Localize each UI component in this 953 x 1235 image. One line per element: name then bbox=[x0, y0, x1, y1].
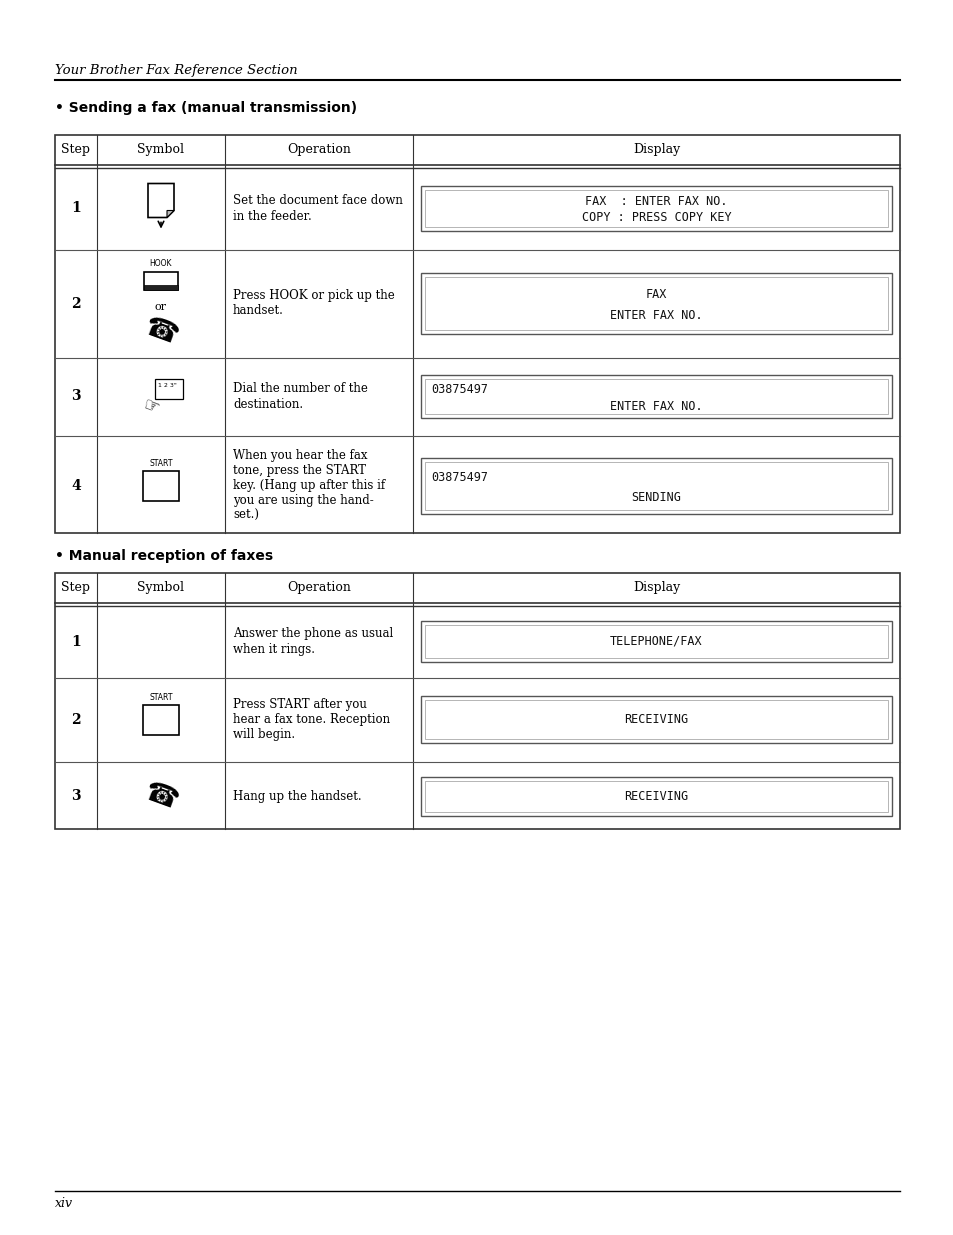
Text: Operation: Operation bbox=[287, 582, 351, 594]
Text: or: or bbox=[154, 303, 167, 312]
Text: Press START after you
hear a fax tone. Reception
will begin.: Press START after you hear a fax tone. R… bbox=[233, 698, 390, 741]
Text: Symbol: Symbol bbox=[137, 582, 184, 594]
Polygon shape bbox=[167, 210, 173, 217]
Text: xiv: xiv bbox=[55, 1197, 73, 1210]
Bar bbox=[424, 278, 887, 330]
Text: SENDING: SENDING bbox=[631, 492, 680, 504]
Bar bbox=[420, 777, 891, 816]
Text: 1: 1 bbox=[71, 201, 81, 215]
Text: START: START bbox=[149, 458, 172, 468]
Bar bbox=[143, 704, 179, 735]
Text: HOOK: HOOK bbox=[150, 258, 172, 268]
Text: Symbol: Symbol bbox=[137, 143, 184, 157]
Bar bbox=[55, 135, 899, 534]
Text: 4: 4 bbox=[71, 478, 81, 493]
Bar bbox=[424, 700, 887, 739]
Text: Operation: Operation bbox=[287, 143, 351, 157]
Text: Set the document face down
in the feeder.: Set the document face down in the feeder… bbox=[233, 194, 402, 222]
Text: ☞: ☞ bbox=[140, 395, 161, 417]
Text: When you hear the fax
tone, press the START
key. (Hang up after this if
you are : When you hear the fax tone, press the ST… bbox=[233, 450, 385, 522]
Bar bbox=[424, 189, 887, 227]
Text: Step: Step bbox=[61, 143, 91, 157]
Text: ENTER FAX NO.: ENTER FAX NO. bbox=[610, 400, 702, 412]
Text: Press HOOK or pick up the
handset.: Press HOOK or pick up the handset. bbox=[233, 289, 395, 317]
Bar bbox=[420, 457, 891, 514]
Text: ☎: ☎ bbox=[140, 312, 182, 351]
Bar bbox=[143, 471, 179, 500]
Text: • Sending a fax (manual transmission): • Sending a fax (manual transmission) bbox=[55, 101, 356, 115]
Text: Hang up the handset.: Hang up the handset. bbox=[233, 790, 361, 803]
Text: Display: Display bbox=[632, 143, 679, 157]
Bar bbox=[424, 625, 887, 658]
Text: 03875497: 03875497 bbox=[431, 383, 488, 396]
Text: 2: 2 bbox=[71, 296, 81, 310]
Text: 03875497: 03875497 bbox=[431, 471, 488, 484]
Text: 3: 3 bbox=[71, 389, 81, 404]
Bar bbox=[420, 185, 891, 231]
Text: FAX: FAX bbox=[645, 288, 666, 301]
Bar bbox=[420, 273, 891, 333]
Bar bbox=[424, 462, 887, 510]
Text: • Manual reception of faxes: • Manual reception of faxes bbox=[55, 550, 273, 563]
Text: ☎: ☎ bbox=[140, 777, 182, 815]
Text: Your Brother Fax Reference Section: Your Brother Fax Reference Section bbox=[55, 64, 297, 77]
Bar bbox=[420, 621, 891, 662]
Text: Step: Step bbox=[61, 582, 91, 594]
Text: FAX  : ENTER FAX NO.: FAX : ENTER FAX NO. bbox=[584, 195, 727, 209]
Bar bbox=[144, 284, 178, 289]
Text: Dial the number of the
destination.: Dial the number of the destination. bbox=[233, 383, 368, 410]
Text: COPY : PRESS COPY KEY: COPY : PRESS COPY KEY bbox=[581, 211, 731, 225]
Bar bbox=[154, 378, 183, 399]
Bar bbox=[144, 272, 178, 289]
Text: Display: Display bbox=[632, 582, 679, 594]
Bar bbox=[55, 573, 899, 829]
Text: 2: 2 bbox=[71, 713, 81, 726]
Bar bbox=[424, 781, 887, 813]
Text: 1 2 3": 1 2 3" bbox=[158, 383, 177, 388]
Bar bbox=[420, 697, 891, 743]
Text: TELEPHONE/FAX: TELEPHONE/FAX bbox=[610, 635, 702, 648]
Bar bbox=[420, 374, 891, 419]
Text: ENTER FAX NO.: ENTER FAX NO. bbox=[610, 309, 702, 322]
Polygon shape bbox=[148, 184, 173, 217]
Text: Answer the phone as usual
when it rings.: Answer the phone as usual when it rings. bbox=[233, 627, 393, 656]
Text: RECEIVING: RECEIVING bbox=[624, 713, 688, 726]
Text: 3: 3 bbox=[71, 789, 81, 804]
Text: RECEIVING: RECEIVING bbox=[624, 790, 688, 803]
Text: 1: 1 bbox=[71, 635, 81, 648]
Text: START: START bbox=[149, 693, 172, 701]
Bar bbox=[424, 379, 887, 414]
